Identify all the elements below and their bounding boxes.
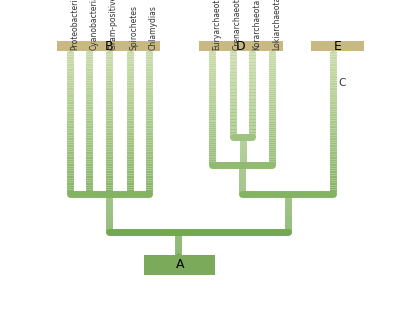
Text: D: D: [236, 40, 246, 53]
Text: Proteobacteria: Proteobacteria: [70, 0, 79, 50]
Text: Euryarchaeota: Euryarchaeota: [212, 0, 221, 50]
FancyBboxPatch shape: [144, 255, 215, 275]
Text: Korarchaeota: Korarchaeota: [253, 0, 261, 50]
Text: Spirochetes: Spirochetes: [130, 5, 139, 50]
Text: C: C: [338, 78, 346, 88]
FancyBboxPatch shape: [57, 41, 161, 51]
Text: Crenarchaeota: Crenarchaeota: [233, 0, 242, 50]
Text: A: A: [176, 258, 184, 271]
Text: E: E: [333, 40, 341, 53]
Text: Lokiarchaeota: Lokiarchaeota: [272, 0, 281, 50]
FancyBboxPatch shape: [198, 41, 283, 51]
Text: Chlamydias: Chlamydias: [149, 5, 158, 50]
Text: B: B: [104, 40, 113, 53]
Text: Cyanobacteria: Cyanobacteria: [89, 0, 98, 50]
Text: Gram-positive bacteria: Gram-positive bacteria: [109, 0, 118, 50]
FancyBboxPatch shape: [311, 41, 364, 51]
